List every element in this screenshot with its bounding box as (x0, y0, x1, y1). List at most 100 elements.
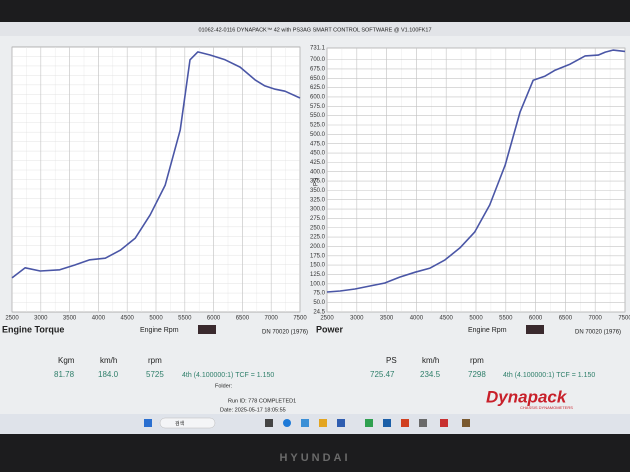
y-tick-label: 375.0 (310, 179, 326, 185)
x-tick-label: 2500 (320, 316, 334, 322)
color-box (526, 325, 544, 334)
y-tick-label: 325.0 (310, 197, 326, 203)
start-button[interactable] (144, 419, 152, 427)
y-tick-label: 150.0 (310, 263, 326, 269)
readout-label: rpm (470, 356, 484, 365)
y-tick-label: 575.0 (310, 104, 326, 110)
title-bar (0, 22, 630, 36)
readout-gear: 4th (4.100000:1) TCF = 1.150 (503, 372, 595, 379)
y-tick-label: 24.5 (313, 310, 325, 316)
x-tick-label: 3500 (380, 316, 394, 322)
y-tick-label: 675.0 (310, 67, 326, 73)
app-icon[interactable] (265, 419, 273, 427)
app-icon[interactable] (462, 419, 470, 427)
readout-value: 81.78 (54, 370, 75, 379)
folder: Folder: (215, 383, 233, 389)
x-tick-label: 4000 (410, 316, 424, 322)
app-icon[interactable] (440, 419, 448, 427)
app-icon[interactable] (301, 419, 309, 427)
run-id: Run ID: 778 COMPLETED1 (228, 398, 296, 404)
logo-tagline: CHASSIS DYNAMOMETERS (520, 405, 573, 410)
chart-title: Engine Torque (2, 324, 64, 334)
y-tick-label: 475.0 (310, 141, 326, 147)
chart-note: DN 70020 (1976) (575, 330, 621, 336)
readout-value: 725.47 (370, 370, 395, 379)
app-icon[interactable] (337, 419, 345, 427)
x-tick-label: 7500 (618, 316, 630, 322)
app-icon[interactable] (383, 419, 391, 427)
logo: Dynapack (486, 387, 568, 406)
app-icon[interactable] (419, 419, 427, 427)
y-tick-label: 225.0 (310, 235, 326, 241)
footer: Folder: Run ID: 778 COMPLETED1 Date: 202… (215, 383, 296, 413)
app-icon[interactable] (283, 419, 291, 427)
y-tick-label: 425.0 (310, 160, 326, 166)
chart-title: Power (316, 324, 344, 334)
data-line (326, 49, 626, 293)
x-tick-label: 4500 (121, 316, 135, 322)
color-box (198, 325, 216, 334)
x-tick-label: 5000 (469, 316, 483, 322)
y-tick-label: 350.0 (310, 188, 326, 194)
window-title: 01062-42-0116 DYNAPACK™ 42 with PS3AG SM… (198, 27, 431, 33)
y-tick-label: 100.0 (310, 281, 326, 287)
y-tick-label: 650.0 (310, 76, 326, 82)
x-tick-label: 6000 (207, 316, 221, 322)
y-tick-label: 275.0 (310, 216, 326, 222)
readout-value: 7298 (468, 370, 486, 379)
readout-value: 184.0 (98, 370, 119, 379)
charts: 2500 3000 3500 4000 4500 5000 5500 6000 6500 7000… (5, 46, 630, 322)
run-date: Date: 2025-05-17 18:05:55 (220, 407, 286, 413)
chart-note: DN 70020 (1976) (262, 330, 308, 336)
y-tick-label: 200.0 (310, 244, 326, 250)
x-tick-label: 5000 (149, 316, 163, 322)
readout-label: km/h (422, 356, 439, 365)
x-tick-label: 6500 (236, 316, 250, 322)
y-tick-label: 625.0 (310, 85, 326, 91)
y-tick-label: 500.0 (310, 132, 326, 138)
search-box[interactable] (159, 417, 216, 429)
x-tick-label: 7000 (589, 316, 603, 322)
readout-label: rpm (148, 356, 162, 365)
data-line (11, 51, 301, 279)
y-axis-label: PS (314, 178, 320, 186)
readout-label: km/h (100, 356, 117, 365)
x-tick-label: 4500 (440, 316, 454, 322)
y-tick-label: 450.0 (310, 151, 326, 157)
x-axis-label: Engine Rpm (140, 327, 179, 334)
x-tick-label: 3500 (63, 316, 77, 322)
x-tick-label: 7000 (265, 316, 279, 322)
y-tick-label: 175.0 (310, 253, 326, 259)
readout-label: PS (386, 356, 397, 365)
y-tick-label: 250.0 (310, 225, 326, 231)
x-tick-label: 5500 (499, 316, 513, 322)
app-icon[interactable] (365, 419, 373, 427)
y-tick-label: 75.0 (313, 291, 325, 297)
taskbar-icons (265, 419, 470, 427)
y-tick-label: 300.0 (310, 207, 326, 213)
y-tick-label: 525.0 (310, 123, 326, 129)
readout-value: 234.5 (420, 370, 441, 379)
y-tick-label: 700.0 (310, 57, 326, 63)
y-tick-label: 125.0 (310, 272, 326, 278)
x-tick-label: 5500 (178, 316, 192, 322)
x-axis-label: Engine Rpm (468, 327, 507, 334)
taskbar (0, 414, 630, 434)
y-tick-label: 600.0 (310, 95, 326, 101)
readout-label: Kgm (58, 356, 75, 365)
app-icon[interactable] (401, 419, 409, 427)
y-tick-label: 50.0 (313, 300, 325, 306)
x-tick-label: 6000 (529, 316, 543, 322)
x-tick-label: 3000 (34, 316, 48, 322)
readout-gear: 4th (4.100000:1) TCF = 1.150 (182, 372, 274, 379)
search-text: 검색 (175, 420, 185, 427)
bezel-brand: HYUNDAI (279, 452, 350, 464)
y-tick-label: 400.0 (310, 169, 326, 175)
y-tick-label: 550.0 (310, 113, 326, 119)
app-icon[interactable] (319, 419, 327, 427)
y-tick-label: 731.1 (310, 46, 326, 52)
x-tick-label: 4000 (92, 316, 106, 322)
x-tick-label: 7500 (293, 316, 307, 322)
x-tick-label: 6500 (559, 316, 573, 322)
